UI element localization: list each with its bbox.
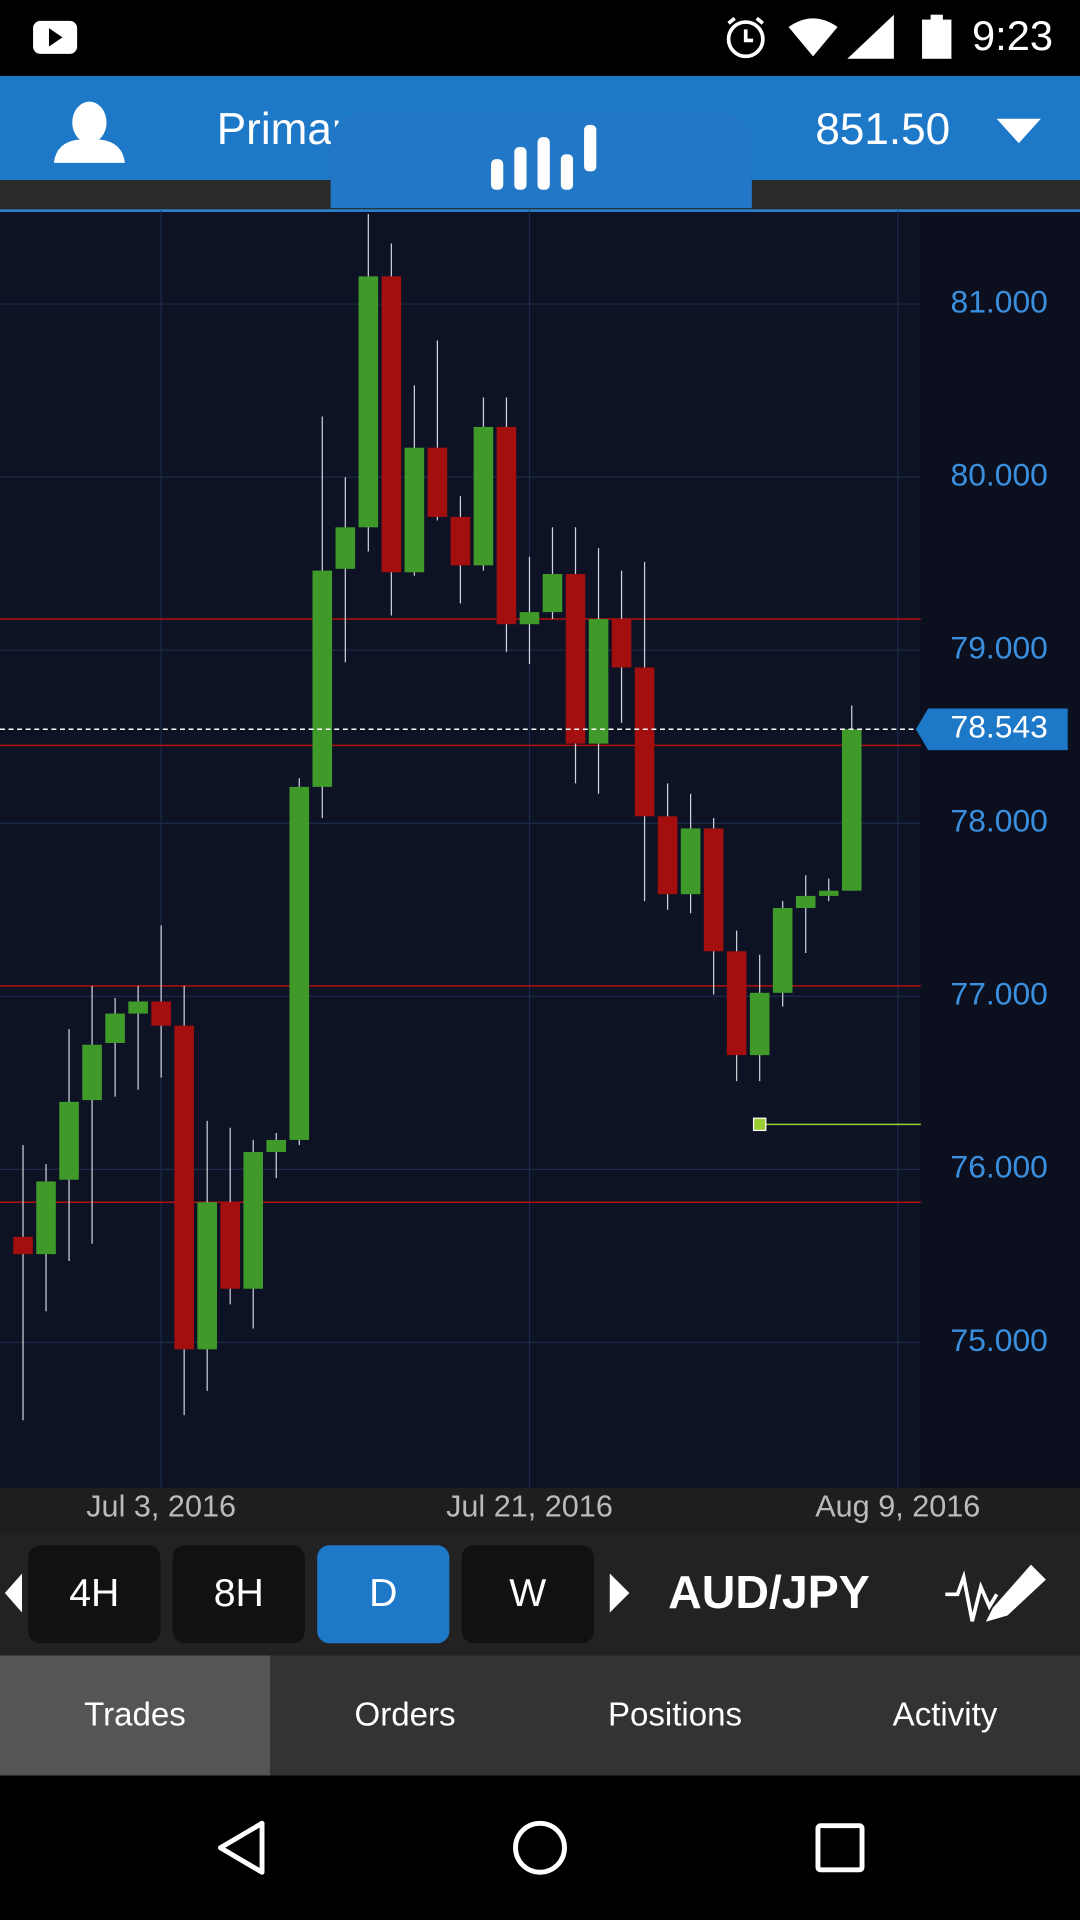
wifi-icon — [788, 18, 838, 57]
active-tab[interactable] — [0, 1655, 270, 1776]
tab-label[interactable]: Activity — [893, 1696, 998, 1733]
y-tick-label: 78.000 — [951, 803, 1048, 839]
candle-body — [427, 447, 448, 517]
candle-body — [841, 729, 862, 891]
nav-home[interactable] — [513, 1820, 567, 1875]
candle-body — [312, 570, 333, 787]
nav-bar — [0, 1775, 1080, 1920]
y-tick-label: 75.000 — [951, 1322, 1048, 1358]
alarm-icon — [726, 16, 765, 59]
timeframe-button[interactable] — [317, 1545, 450, 1644]
candle-body — [611, 619, 632, 668]
candle-body — [105, 1013, 125, 1044]
x-tick-label: Jul 3, 2016 — [86, 1490, 236, 1524]
candle-body — [128, 1001, 148, 1014]
timeframe-buttons: 4H 8H D W — [28, 1545, 594, 1644]
alert-handle[interactable] — [752, 1117, 767, 1132]
timeframe-label[interactable]: D — [369, 1572, 397, 1615]
candle-body — [565, 574, 586, 744]
candle-body — [795, 895, 816, 909]
candle-body — [335, 527, 356, 569]
instrument-name[interactable]: AUD/JPY — [668, 1566, 870, 1618]
candle-body — [82, 1044, 102, 1101]
date-axis — [0, 1487, 1080, 1534]
candle-body — [151, 1001, 171, 1026]
candle-body — [174, 1025, 194, 1350]
battery-icon — [922, 19, 952, 59]
y-tick-label: 81.000 — [951, 283, 1048, 319]
candle-body — [243, 1152, 264, 1289]
candlestick-chart: 75.000 76.000 77.000 78.000 79.000 80.000 81.0… — [0, 210, 1068, 1524]
y-tick-label: 76.000 — [951, 1149, 1048, 1185]
tab-label[interactable]: Orders — [355, 1696, 456, 1733]
toolbar-left-arrow[interactable] — [4, 1573, 23, 1613]
candle-body — [381, 276, 402, 573]
current-price-box — [915, 708, 1068, 751]
y-tick-label: 77.000 — [951, 976, 1048, 1012]
candle-body — [13, 1236, 33, 1255]
status-bar — [0, 0, 1080, 76]
nav-recents[interactable] — [815, 1823, 865, 1873]
candle-body — [772, 908, 793, 993]
timeframe-label[interactable]: 4H — [69, 1572, 119, 1615]
candle-body — [473, 426, 494, 566]
nav-back[interactable] — [217, 1820, 265, 1875]
tab-label[interactable]: Positions — [608, 1696, 742, 1733]
candle-body — [358, 276, 379, 528]
y-tick-label: 79.000 — [951, 630, 1048, 666]
candle-body — [59, 1101, 79, 1180]
timeframe-button[interactable] — [28, 1545, 161, 1644]
candle-body — [588, 619, 609, 744]
candle-body — [289, 786, 310, 1140]
tab-label[interactable]: Trades — [84, 1696, 186, 1733]
candle-body — [496, 426, 517, 625]
candle-body — [634, 667, 655, 817]
youtube-play — [48, 28, 63, 47]
candle-body — [657, 816, 678, 895]
account-balance: 851.50 — [815, 105, 950, 154]
timeframe-label[interactable]: W — [509, 1572, 546, 1615]
battery-tip — [930, 14, 943, 21]
price-axis — [920, 210, 1080, 1488]
chart-tab-icon — [491, 124, 597, 190]
x-tick-label: Jul 21, 2016 — [446, 1490, 613, 1524]
current-price-label: 78.543 — [951, 709, 1048, 745]
timeframe-button[interactable] — [172, 1545, 305, 1644]
x-tick-label: Aug 9, 2016 — [815, 1490, 980, 1524]
plot-area — [0, 210, 921, 1488]
candle-body — [266, 1139, 287, 1153]
candle-body — [36, 1181, 56, 1255]
candle-body — [542, 574, 563, 613]
toolbar-right-arrow[interactable] — [609, 1573, 630, 1613]
candle-body — [519, 612, 540, 625]
candle-body — [749, 992, 770, 1056]
candle-body — [450, 516, 471, 566]
candle-body — [818, 890, 839, 896]
candle-body — [726, 951, 747, 1056]
candle-body — [680, 828, 701, 895]
status-time: 9:23 — [972, 12, 1053, 59]
account-name[interactable]: Primar — [217, 105, 347, 154]
dropdown-arrow[interactable] — [996, 118, 1041, 144]
signal-icon — [847, 14, 894, 59]
candle-body — [703, 828, 724, 952]
account-icon[interactable] — [53, 101, 125, 163]
tabs: Trades Orders Positions Activity — [0, 1655, 998, 1776]
y-tick-label: 80.000 — [951, 457, 1048, 493]
candle-body — [197, 1202, 217, 1350]
timeframe-button[interactable] — [461, 1545, 594, 1644]
timeframe-label[interactable]: 8H — [214, 1572, 264, 1615]
candle-body — [220, 1202, 240, 1289]
candle-body — [404, 447, 425, 573]
draw-tool-icon[interactable] — [945, 1564, 1046, 1622]
